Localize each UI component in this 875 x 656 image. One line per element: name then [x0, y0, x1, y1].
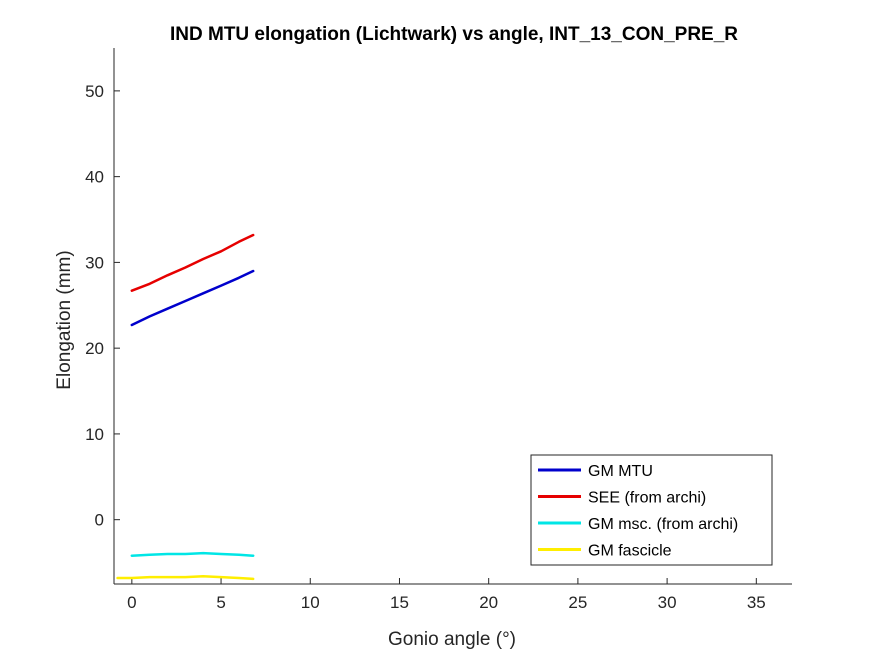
- legend-entry-label: GM fascicle: [588, 543, 672, 560]
- legend-box: [530, 454, 773, 566]
- y-tick-label: 50: [85, 82, 104, 101]
- series-line-1: [130, 269, 255, 327]
- y-tick-label: 0: [95, 511, 104, 530]
- x-axis-label: Gonio angle (°): [388, 629, 516, 650]
- legend: GM MTU SEE (from archi) GM msc. (from arch…: [530, 454, 773, 566]
- x-tick-label: 25: [568, 593, 587, 612]
- y-axis-label: Elongation (mm): [54, 250, 75, 389]
- x-tick-label: 30: [658, 593, 677, 612]
- tick-labels: 0 5 10 15 20 25 30 35 0 10 20 30 40 50: [85, 82, 766, 612]
- axes: [113, 48, 792, 585]
- x-tick-label: 5: [216, 593, 225, 612]
- legend-entry-label: GM msc. (from archi): [588, 516, 738, 533]
- x-tick-label: 20: [479, 593, 498, 612]
- series-lines: [116, 233, 255, 581]
- y-tick-label: 30: [85, 253, 104, 272]
- x-tick-label: 35: [747, 593, 766, 612]
- chart-title: IND MTU elongation (Lichtwark) vs angle,…: [170, 24, 738, 45]
- y-tick-label: 20: [85, 339, 104, 358]
- series-line-3: [130, 551, 255, 557]
- series-line-4: [116, 575, 255, 581]
- x-tick-label: 10: [301, 593, 320, 612]
- x-tick-label: 0: [127, 593, 136, 612]
- x-tick-label: 15: [390, 593, 409, 612]
- series-line-2: [130, 233, 255, 292]
- legend-entry-label: GM MTU: [588, 463, 653, 480]
- y-tick-label: 40: [85, 168, 104, 187]
- legend-entry-label: SEE (from archi): [588, 490, 706, 507]
- y-tick-label: 10: [85, 425, 104, 444]
